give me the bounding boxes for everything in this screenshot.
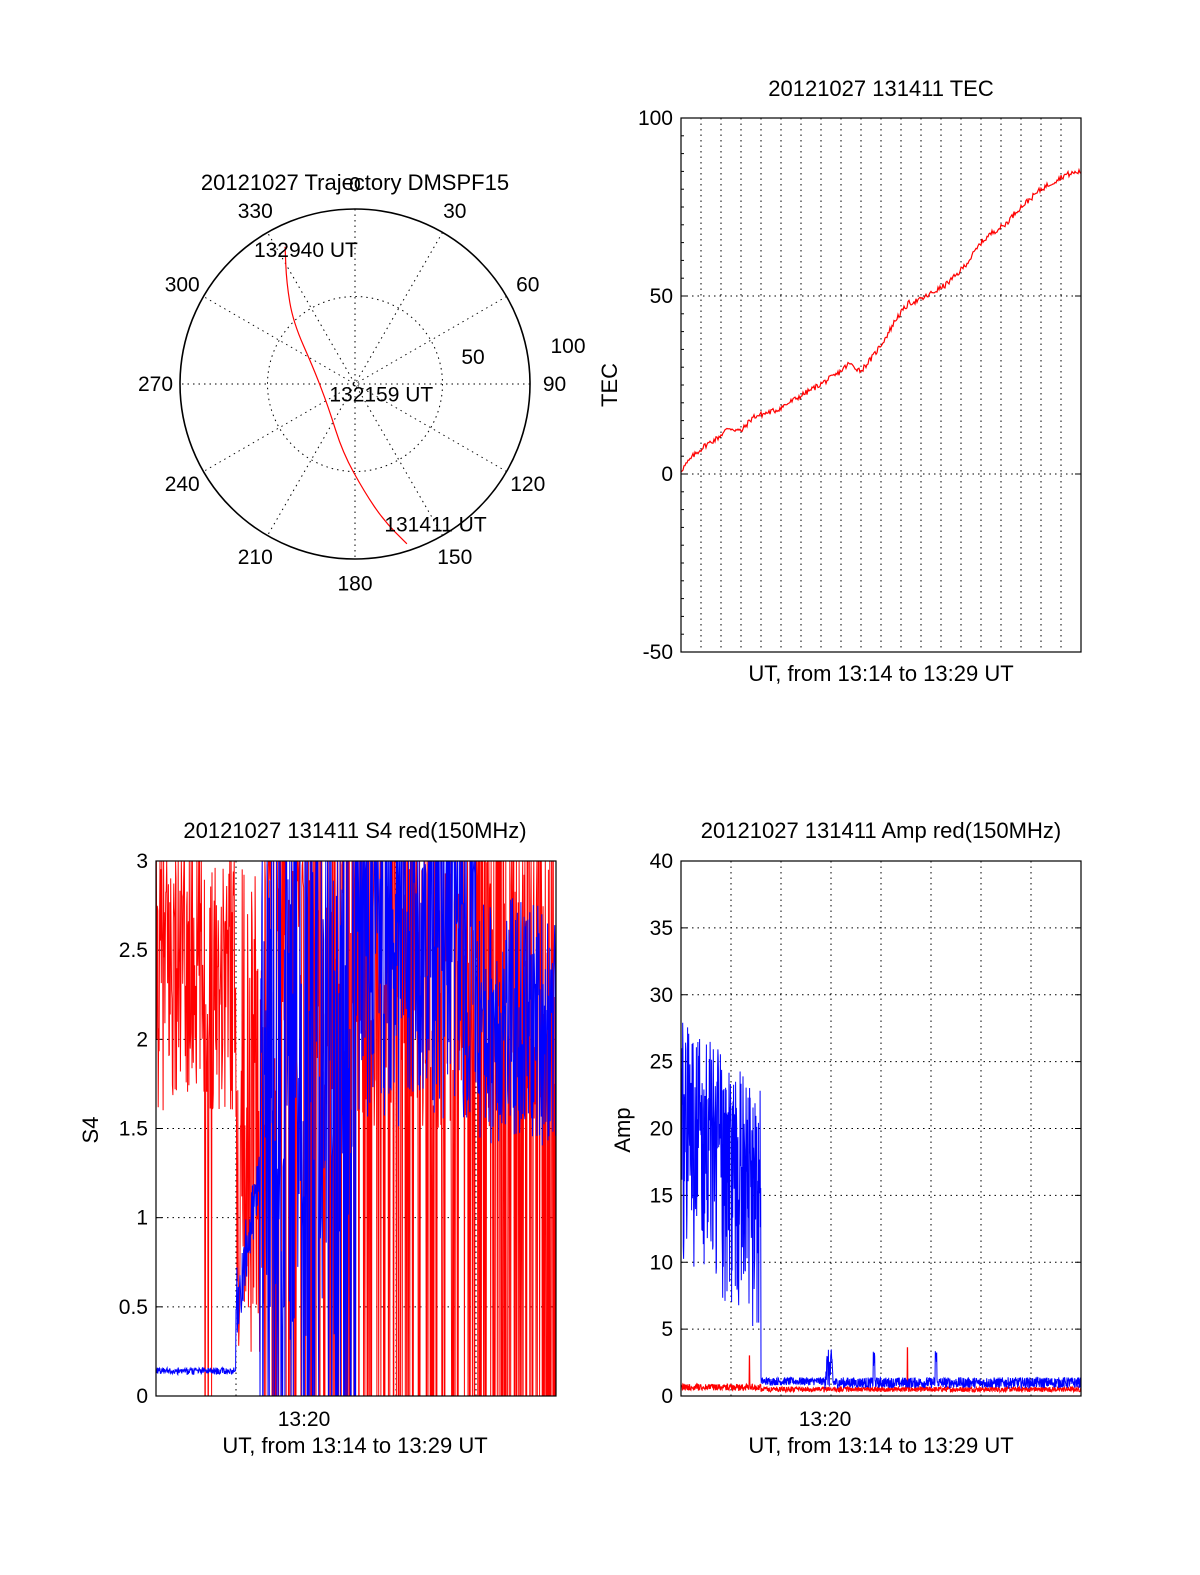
tec-title: 20121027 131411 TEC [768,76,994,101]
y-tick-label: 30 [650,984,673,1007]
trajectory-annotations: 132940 UT 132159 UT 131411 UT [254,239,487,536]
polar-radial-label: 50 [461,346,484,369]
trajectory-annotation: 131411 UT [384,513,487,536]
polar-angle-label: 180 [337,573,372,596]
polar-outer-ring [179,208,531,560]
polar-ring-50 [267,296,443,472]
tec-grid [681,118,1081,652]
tec-y-ticks: -50 0 50 100 [638,107,1081,664]
polar-spoke [267,232,443,536]
polar-angle-label: 150 [437,546,472,569]
y-tick-label: 5 [661,1318,673,1341]
y-tick-label: 2.5 [119,939,148,962]
s4-y-ticks: 0 0.5 1 1.5 2 2.5 3 [119,850,556,1408]
s4-xlabel: UT, from 13:14 to 13:29 UT [222,1433,487,1458]
amp-title: 20121027 131411 Amp red(150MHz) [701,818,1061,843]
polar-grid [179,208,531,560]
trajectory-annotation: 132940 UT [254,239,358,262]
amp-frame [680,860,1082,1397]
polar-angle-label: 30 [443,200,466,223]
y-tick-label: 0 [661,1385,673,1408]
polar-angle-label: 0 [349,174,361,197]
y-tick-label: 2 [136,1028,148,1051]
s4-frame [155,860,557,1397]
y-tick-label: 0 [136,1385,148,1408]
x-tick-label: 13:20 [799,1408,852,1431]
s4-ylabel: S4 [78,1117,103,1144]
trajectory-title: 20121027 Trajectory DMSPF15 [201,170,509,195]
y-tick-label: 20 [650,1118,673,1141]
tec-panel: 20121027 131411 TEC -50 0 50 100 UT, from 1… [597,76,1082,686]
y-tick-label: 35 [650,917,673,940]
amp-blue-series [680,1022,1082,1390]
s4-x-ticks: 13:20 [278,1408,331,1431]
polar-angle-label: 90 [543,373,566,396]
tec-frame [680,117,1082,653]
amp-grid [681,861,1081,1396]
x-tick-label: 13:20 [278,1408,331,1431]
polar-spoke [267,232,443,536]
y-tick-label: -50 [643,641,673,664]
s4-title: 20121027 131411 S4 red(150MHz) [183,818,526,843]
polar-radial-label: 100 [550,335,585,358]
polar-angle-label: 300 [165,273,200,296]
polar-angle-label: 60 [516,273,539,296]
amp-red-series [680,1347,1082,1394]
polar-radial-labels: 50 100 [461,335,585,369]
tec-ylabel: TEC [597,363,622,407]
polar-angle-label: 210 [238,546,273,569]
polar-angle-label: 120 [510,473,545,496]
amp-panel: 20121027 131411 Amp red(150MHz) 0 5 10 15 20… [610,818,1082,1458]
y-tick-label: 40 [650,850,673,873]
y-tick-label: 0 [661,463,673,486]
polar-angle-label: 330 [238,200,273,223]
amp-x-ticks: 13:20 [799,1408,852,1431]
y-tick-label: 25 [650,1051,673,1074]
y-tick-label: 1.5 [119,1118,148,1141]
polar-angle-label: 240 [165,473,200,496]
tec-line [680,167,1082,473]
trajectory-annotation: 132159 UT [329,384,433,407]
s4-panel: 20121027 131411 S4 red(150MHz) 0 0.5 1 1.5 2… [78,818,557,1458]
trajectory-panel: 20121027 Trajectory DMSPF15 0 30 60 90 120 15… [138,170,586,596]
amp-ylabel: Amp [610,1107,635,1152]
tec-xlabel: UT, from 13:14 to 13:29 UT [748,661,1013,686]
y-tick-label: 1 [136,1207,148,1230]
y-tick-label: 50 [650,285,673,308]
y-tick-label: 15 [650,1184,673,1207]
y-tick-label: 3 [136,850,148,873]
polar-angle-labels: 0 30 60 90 120 150 180 210 240 270 300 330 [138,174,566,596]
polar-spoke [203,296,507,472]
amp-xlabel: UT, from 13:14 to 13:29 UT [748,1433,1013,1458]
polar-angle-label: 270 [138,373,173,396]
trajectory-line [284,246,408,545]
y-tick-label: 0.5 [119,1296,148,1319]
y-tick-label: 10 [650,1251,673,1274]
y-tick-label: 100 [638,107,673,130]
polar-spoke [203,296,507,472]
